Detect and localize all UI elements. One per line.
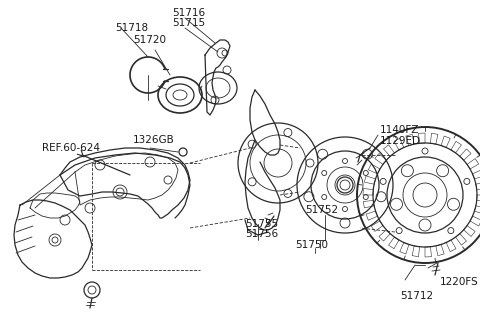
Text: 51755: 51755	[245, 219, 278, 229]
Text: 51752: 51752	[305, 205, 338, 215]
Text: 51715: 51715	[172, 18, 205, 28]
Text: 1129ED: 1129ED	[380, 136, 421, 146]
Text: REF.60-624: REF.60-624	[42, 143, 100, 153]
Text: 51756: 51756	[245, 229, 278, 239]
Text: 51718: 51718	[115, 23, 148, 33]
Text: 51750: 51750	[295, 240, 328, 250]
Text: 51716: 51716	[172, 8, 205, 18]
Text: 51720: 51720	[133, 35, 166, 45]
Text: 1326GB: 1326GB	[133, 135, 175, 145]
Text: 51712: 51712	[400, 291, 433, 301]
Text: 1220FS: 1220FS	[440, 277, 479, 287]
Text: 1140FZ: 1140FZ	[380, 125, 420, 135]
